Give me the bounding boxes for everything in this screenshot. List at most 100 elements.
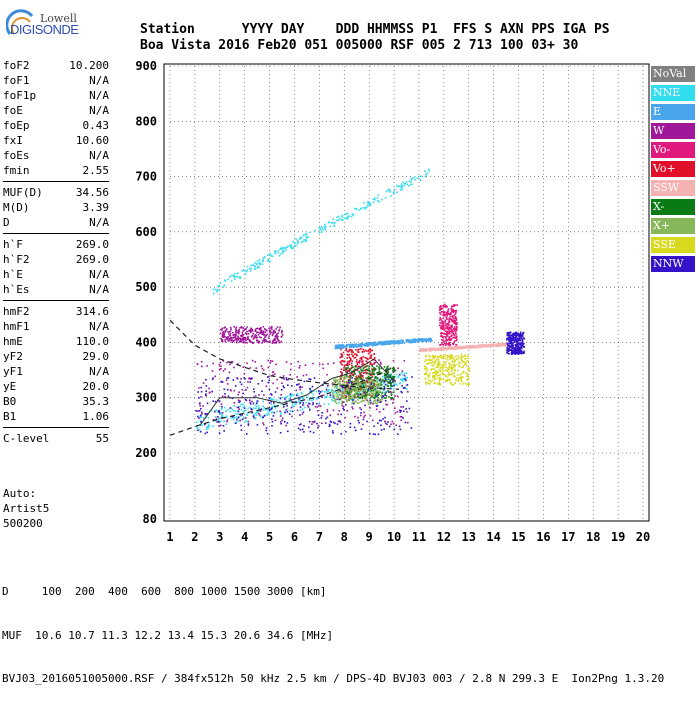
param-value: N/A: [89, 74, 109, 87]
param-name: foE: [3, 104, 23, 117]
param-row: foF1 N/A: [3, 73, 109, 88]
param-name: B0: [3, 395, 17, 408]
polarization-legend: NoVal NNE E W Vo- Vo+ SSW X- X+ SSE NNW: [651, 66, 695, 275]
param-name: h`Es: [3, 283, 30, 296]
series-nnw-points: [195, 376, 413, 436]
param-value: 20.0: [82, 380, 110, 393]
x-tick-label: 17: [561, 530, 575, 544]
bottom-side-curve: [169, 366, 395, 436]
param-name: h`E: [3, 268, 23, 281]
legend-item-nne: NNE: [651, 85, 695, 101]
auto-program: Artist5: [3, 502, 50, 515]
param-row: foEp 0.43: [3, 118, 109, 133]
parameter-table: foF2 10.200 foF1 N/A foF1p N/A foE N/A foEp 0.43 f…: [3, 58, 109, 446]
header-values: Boa Vista 2016 Feb20 051 005000 RSF 005 …: [140, 38, 579, 53]
y-tick-label: 400: [135, 335, 157, 349]
series-x-minusplus-points: [332, 375, 384, 405]
param-row: B1 1.06: [3, 409, 109, 424]
param-value: N/A: [89, 216, 109, 229]
param-name: C-level: [3, 432, 50, 445]
plot-frame: [163, 63, 650, 522]
profile-curve: [169, 319, 400, 390]
param-value: N/A: [89, 320, 109, 333]
x-tick-label: 20: [636, 530, 650, 544]
x-tick-label: 19: [611, 530, 625, 544]
muf-row: MUF 10.6 10.7 11.3 12.2 13.4 15.3 20.6 3…: [2, 628, 334, 642]
y-tick-label: 700: [135, 170, 157, 184]
param-value: N/A: [89, 365, 109, 378]
param-value: 269.0: [75, 238, 109, 251]
param-value: 0.43: [82, 119, 110, 132]
y-tick-label: 600: [135, 225, 157, 239]
param-row: foF2 10.200: [3, 58, 109, 73]
param-value: 110.0: [75, 335, 109, 348]
param-row: foEs N/A: [3, 148, 109, 163]
param-name: foF1: [3, 74, 30, 87]
series-w-points: [219, 326, 284, 344]
y-tick-label: 500: [135, 280, 157, 294]
file-info-row: BVJ03_2016051005000.RSF / 384fx512h 50 k…: [2, 672, 665, 685]
x-tick-label: 11: [412, 530, 426, 544]
param-value: 269.0: [75, 253, 109, 266]
x-tick-label: 9: [366, 530, 373, 544]
series-vo-minus-points: [438, 303, 458, 347]
param-name: h`F2: [3, 253, 30, 266]
x-tick-label: 3: [216, 530, 223, 544]
param-name: h`F: [3, 238, 23, 251]
param-row: foE N/A: [3, 103, 109, 118]
param-row: B0 35.3: [3, 394, 109, 409]
param-row: h`E N/A: [3, 267, 109, 282]
param-name: hmF2: [3, 305, 30, 318]
auto-label: Auto:: [3, 487, 37, 500]
param-value: 29.0: [82, 350, 110, 363]
param-name: foEs: [3, 149, 30, 162]
param-row: h`Es N/A: [3, 282, 109, 297]
param-row: C-level 55: [3, 431, 109, 446]
param-row: yE 20.0: [3, 379, 109, 394]
param-name: D: [3, 216, 10, 229]
legend-item-x-plus: X+: [651, 218, 695, 234]
param-value: 3.39: [82, 201, 110, 214]
x-tick-label: 1: [166, 530, 173, 544]
x-tick-label: 5: [266, 530, 273, 544]
param-value: N/A: [89, 283, 109, 296]
param-row: hmE 110.0: [3, 334, 109, 349]
series-nnw-points: [506, 331, 525, 355]
x-tick-label: 15: [511, 530, 525, 544]
param-value: 35.3: [82, 395, 110, 408]
legend-item-x-minus: X-: [651, 199, 695, 215]
x-tick-label: 13: [462, 530, 476, 544]
param-value: N/A: [89, 149, 109, 162]
param-value: N/A: [89, 89, 109, 102]
footer: D 100 200 400 600 800 1000 1500 3000 [km…: [2, 556, 664, 701]
param-row: hmF2 314.6: [3, 304, 109, 319]
param-value: 10.60: [75, 134, 109, 147]
param-name: foF2: [3, 59, 30, 72]
param-separator: [3, 300, 109, 301]
ionogram-plot: 1 2 3 4 5 6 7 8 9 10 11 12 13 14 15 16 17 18 19 20802003004…: [135, 59, 650, 544]
param-name: yE: [3, 380, 17, 393]
legend-item-vo-plus: Vo+: [651, 161, 695, 177]
param-name: hmE: [3, 335, 23, 348]
legend-item-vo-minus: Vo-: [651, 142, 695, 158]
y-tick-label: 80: [143, 512, 157, 526]
legend-item-ssw: SSW: [651, 180, 695, 196]
param-name: yF2: [3, 350, 23, 363]
y-tick-label: 800: [135, 114, 157, 128]
param-value: N/A: [89, 268, 109, 281]
series-sse-points: [424, 353, 471, 386]
series-w-points: [196, 359, 409, 427]
legend-item-e: E: [651, 104, 695, 120]
param-value: 10.200: [69, 59, 109, 72]
param-row: M(D) 3.39: [3, 200, 109, 215]
header-labels: Station YYYY DAY DDD HHMMSS P1 FFS S AXN…: [140, 22, 610, 37]
legend-item-sse: SSE: [651, 237, 695, 253]
logo-digisonde-text: DIGISONDE: [10, 22, 79, 37]
x-tick-label: 10: [387, 530, 401, 544]
param-name: foF1p: [3, 89, 37, 102]
param-name: hmF1: [3, 320, 30, 333]
param-value: 1.06: [82, 410, 110, 423]
param-row: h`F2 269.0: [3, 252, 109, 267]
x-tick-label: 8: [341, 530, 348, 544]
x-tick-label: 2: [191, 530, 198, 544]
